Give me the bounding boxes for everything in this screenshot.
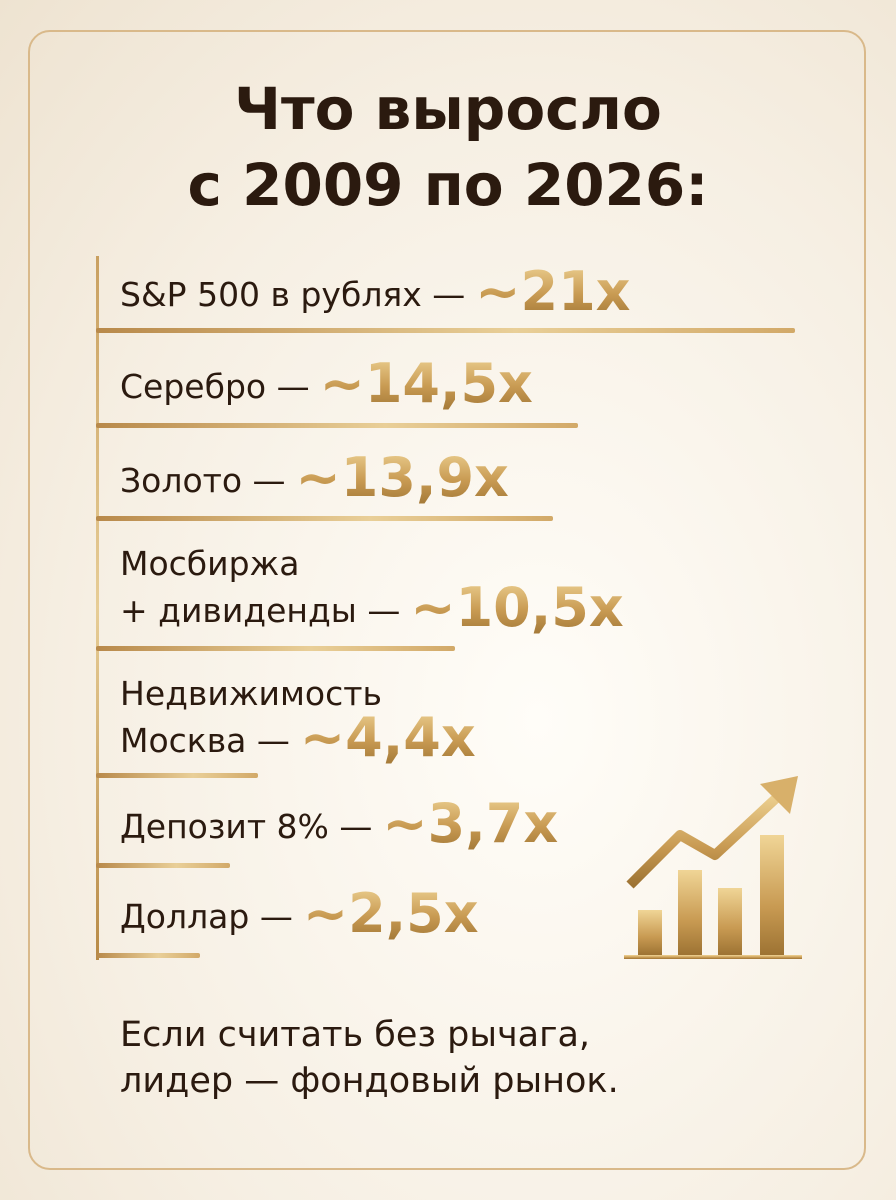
title-line: Что выросло: [234, 75, 662, 143]
item-value: ~10,5x: [410, 576, 624, 639]
item-label: Недвижимость: [120, 674, 382, 713]
card: [28, 30, 866, 1170]
footer-line: лидер — фондовый рынок.: [120, 1061, 619, 1101]
icon-bar: [760, 835, 784, 955]
item-label: Серебро —: [120, 367, 310, 406]
item-label: Москва —: [120, 721, 290, 760]
vertical-line: [96, 256, 99, 960]
item-value: ~13,9x: [295, 446, 509, 509]
icon-bar: [718, 888, 742, 955]
item: Мосбиржа + дивиденды — ~10,5x: [120, 542, 624, 635]
footer: Если считать без рычага, лидер — фондовый…: [120, 1012, 619, 1104]
item: Доллар — ~2,5x: [120, 887, 479, 941]
item: Депозит 8% — ~3,7x: [120, 797, 558, 851]
item: Серебро — ~14,5x: [120, 357, 533, 411]
underline: [96, 646, 455, 651]
footer-line: Если считать без рычага,: [120, 1015, 591, 1055]
item-label: Мосбиржа: [120, 544, 300, 583]
item-label: Доллар —: [120, 897, 293, 936]
icon-arrow: [626, 786, 789, 889]
item: Недвижимость Москва — ~4,4x: [120, 672, 476, 765]
item-label: Золото —: [120, 461, 286, 500]
icon-base: [624, 955, 802, 959]
growth-icon: [624, 776, 802, 959]
underline: [96, 423, 578, 428]
item-value: ~21x: [475, 260, 631, 323]
item-label: + дивиденды —: [120, 591, 401, 630]
underline: [96, 953, 200, 958]
item-value: ~2,5x: [302, 882, 479, 945]
item: S&P 500 в рублях — ~21x: [120, 265, 631, 319]
item-value: ~3,7x: [382, 792, 559, 855]
icon-bar: [638, 910, 662, 955]
icon-arrowhead: [760, 776, 798, 814]
title-line: с 2009 по 2026:: [187, 151, 709, 219]
underline: [96, 328, 795, 333]
item-label: Депозит 8% —: [120, 807, 373, 846]
underline: [96, 773, 258, 778]
item-value: ~4,4x: [299, 706, 476, 769]
item-value: ~14,5x: [319, 352, 533, 415]
icon-bar: [678, 870, 702, 955]
item: Золото — ~13,9x: [120, 451, 509, 505]
item-label: S&P 500 в рублях —: [120, 275, 466, 314]
underline: [96, 863, 230, 868]
underline: [96, 516, 553, 521]
